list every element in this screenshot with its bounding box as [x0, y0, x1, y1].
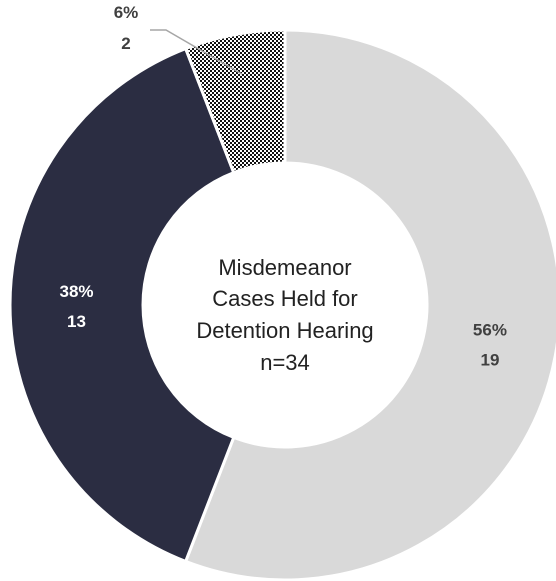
leader-line — [150, 29, 243, 75]
center-text-line-2: Cases Held for — [212, 286, 358, 311]
slice-count-label-3: 2 — [121, 34, 130, 53]
slice-count-label-1: 19 — [480, 350, 499, 369]
center-text-line-3: Detention Hearing — [196, 318, 373, 343]
slice-percent-label-1: 56% — [473, 320, 507, 339]
slice-labels: 56% 19 38% 13 6% 2 — [59, 3, 506, 369]
donut-slice-3 — [183, 28, 287, 175]
center-text-line-1: Misdemeanor — [218, 255, 351, 280]
donut-slice-1 — [183, 28, 556, 581]
slice-percent-label-3: 6% — [114, 3, 139, 22]
slice-count-label-2: 13 — [67, 312, 86, 331]
slice-percent-label-2: 38% — [59, 282, 93, 301]
center-label: Misdemeanor Cases Held for Detention Hea… — [196, 255, 373, 375]
donut-slice-2 — [8, 46, 236, 564]
slices-group — [8, 28, 556, 581]
center-text-line-4: n=34 — [260, 350, 310, 375]
